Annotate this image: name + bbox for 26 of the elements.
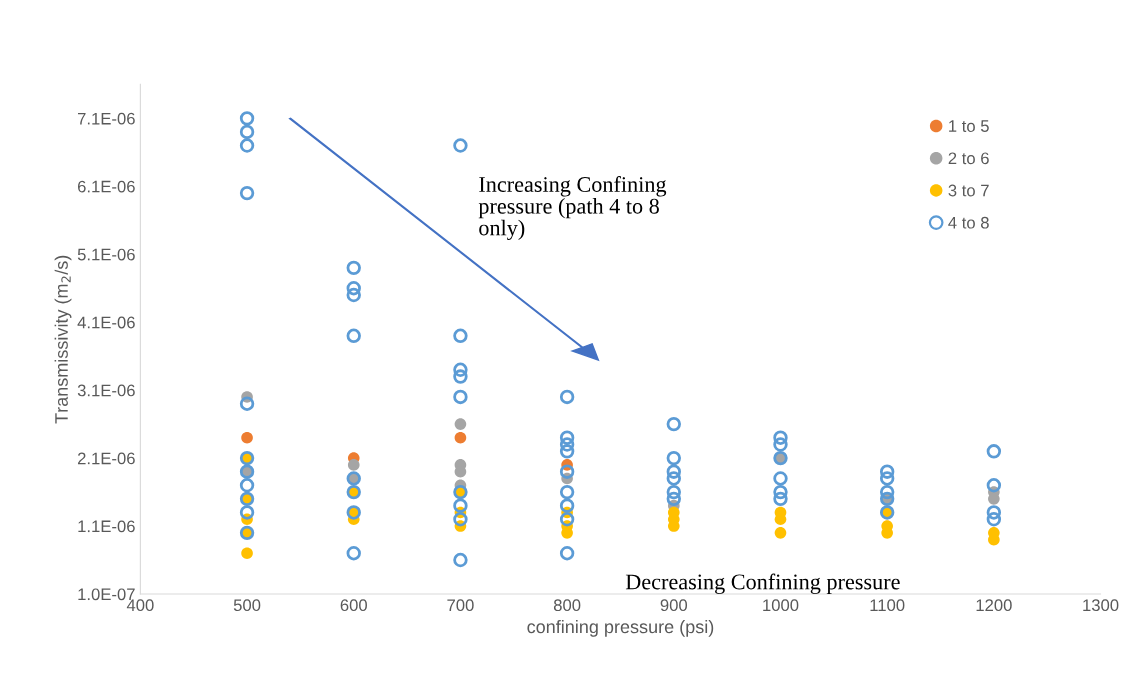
x-tick-label: 1000: [763, 599, 799, 612]
x-tick-label: 800: [553, 599, 581, 612]
x-tick-label: 400: [126, 599, 154, 612]
x-tick-label: 1300: [1083, 599, 1119, 612]
annotation: Decreasing Confining pressure: [625, 573, 900, 594]
y-tick-label: 1.0E-07: [78, 588, 135, 601]
y-tick-label: 2.1E-06: [77, 452, 135, 465]
y-tick-label: 6.1E-06: [77, 180, 135, 193]
y-axis-title: Transmissivity (m$_{2}$/s): [54, 255, 72, 424]
x-tick-label: 1200: [976, 599, 1012, 612]
legend-label: 2 to 6: [948, 152, 989, 165]
y-tick-label: 3.1E-06: [77, 384, 135, 397]
x-tick-label: 700: [447, 599, 474, 612]
y-tick-label: 4.1E-06: [77, 316, 135, 329]
x-axis-title: confining pressure (psi): [527, 619, 714, 637]
x-tick-label: 1100: [870, 599, 905, 612]
legend-label: 4 to 8: [948, 216, 989, 229]
y-tick-label: 7.1E-06: [78, 112, 135, 125]
y-tick-label: 1.1E-06: [78, 520, 135, 533]
x-tick-label: 600: [340, 599, 367, 612]
annotation: Increasing Confining pressure (path 4 to 8 only): [478, 176, 667, 240]
legend-label: 3 to 7: [948, 184, 989, 197]
y-tick-label: 5.1E-06: [77, 248, 135, 261]
x-tick-label: 500: [233, 599, 261, 612]
legend-label: 1 to 5: [949, 120, 989, 132]
x-tick-label: 900: [660, 599, 688, 612]
